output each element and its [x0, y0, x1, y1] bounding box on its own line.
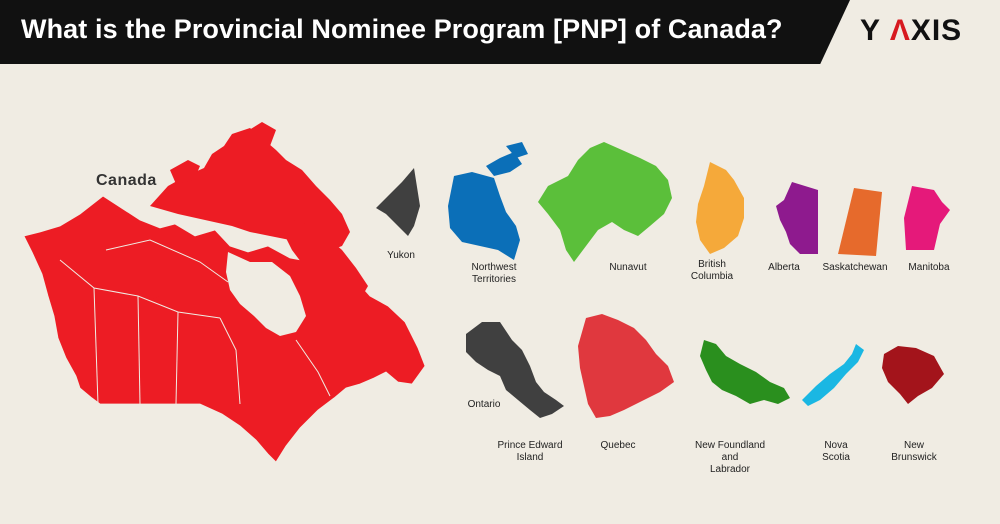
- title-bar: [0, 0, 850, 64]
- yukon-label: Yukon: [387, 250, 415, 261]
- manitoba-shape: [904, 186, 950, 250]
- canada-mainland: [23, 195, 426, 463]
- baffin-island: [284, 218, 368, 302]
- nb-shape: [882, 346, 944, 404]
- nwt-shape: [448, 142, 528, 260]
- ns-label: Nova Scotia: [822, 440, 850, 463]
- ontario-label: Ontario: [467, 399, 501, 410]
- nunavut-label: Nunavut: [609, 262, 647, 273]
- ontario-shape: [466, 322, 564, 418]
- ns-shape: [802, 344, 864, 406]
- y-axis-logo: Y ΛXIS: [860, 14, 963, 47]
- nunavut-shape: [538, 142, 672, 262]
- yukon-shape: [376, 168, 420, 236]
- bc-label: British Columbia: [690, 259, 734, 282]
- nwt-label: Northwest Territories: [471, 262, 517, 285]
- island-c: [140, 288, 160, 300]
- bc-shape: [696, 162, 744, 254]
- canada-label: Canada: [96, 172, 157, 189]
- province-borders: [59, 239, 331, 405]
- hudson-bay: [226, 252, 306, 336]
- quebec-shape: [578, 314, 674, 418]
- page-title: What is the Provincial Nominee Program […: [21, 14, 783, 44]
- header: What is the Provincial Nominee Program […: [0, 0, 1000, 64]
- sask-shape: [838, 188, 882, 256]
- sask-label: Saskatchewan: [822, 262, 888, 273]
- quebec-label: Quebec: [600, 440, 636, 451]
- alberta-label: Alberta: [768, 262, 800, 273]
- canada-map: [23, 122, 426, 463]
- nb-label: New Brunswick: [891, 440, 937, 463]
- pei-label: Prince Edward Island: [497, 440, 563, 463]
- island-a: [170, 160, 200, 184]
- manitoba-label: Manitoba: [908, 262, 950, 273]
- nfl-label: New Foundland and Labrador: [694, 440, 766, 475]
- arctic-islands: [150, 128, 350, 252]
- island-b: [246, 122, 276, 146]
- nfl-shape: [700, 340, 790, 404]
- alberta-shape: [776, 182, 818, 254]
